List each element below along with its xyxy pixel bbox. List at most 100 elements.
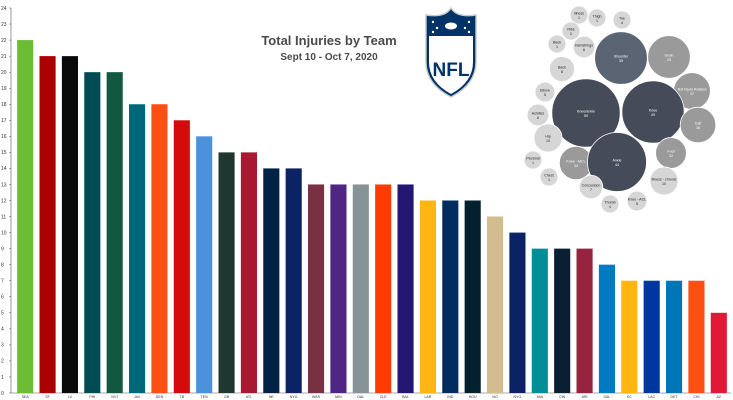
bubble-label: Knee - ACL (628, 198, 646, 202)
bubble-label: Pectoral (526, 157, 539, 161)
bubble-label: Back (558, 66, 566, 70)
x-tick-label: NYJ (111, 395, 118, 399)
bubble-value: 6 (583, 48, 585, 52)
x-tick-label: TEN (201, 395, 209, 399)
bubble (647, 35, 691, 79)
bubble (534, 81, 556, 103)
bar (397, 184, 414, 393)
bubble-value: 1 (548, 178, 550, 182)
bar (61, 56, 78, 393)
y-tick-label: 14 (1, 166, 7, 172)
bubble-label: Ribs (567, 28, 574, 32)
bar (196, 136, 213, 394)
bar (621, 280, 638, 393)
bubble (587, 8, 607, 28)
y-tick-label: 12 (1, 198, 7, 204)
bubble-value: 10 (662, 182, 666, 186)
x-tick-label: LAR (424, 395, 431, 399)
y-tick-label: 16 (1, 134, 7, 140)
x-tick-label: CLE (380, 395, 388, 399)
y-tick-label: 5 (1, 311, 4, 317)
bar (263, 168, 280, 393)
y-tick-label: 20 (1, 70, 7, 76)
x-tick-label: JAX (134, 395, 141, 399)
bubble-value: 1 (532, 161, 534, 165)
x-tick-label: LAC (648, 395, 655, 399)
bar (375, 184, 392, 393)
x-tick-label: DET (670, 395, 678, 399)
bar (531, 248, 548, 393)
bubble (539, 167, 559, 187)
x-tick-label: AZ (717, 395, 722, 399)
y-tick-label: 18 (1, 102, 7, 108)
bubble (572, 35, 596, 59)
nfl-logo-text: NFL (433, 60, 470, 81)
bar-series (17, 40, 727, 394)
bar (285, 168, 302, 393)
bubble (569, 5, 589, 25)
bar (173, 120, 190, 394)
bubble-label: Back (553, 41, 561, 45)
bubble (561, 21, 581, 41)
bubble-label: Ankle (613, 159, 622, 163)
y-tick-label: 2 (1, 359, 4, 365)
bubble-label: Illness (574, 12, 584, 16)
x-tick-label: ARI (582, 395, 588, 399)
bubble-label: Groin (665, 54, 674, 58)
bubble-label: Thigh (593, 15, 602, 19)
bubble-value: 5 (636, 202, 638, 206)
bubble-label: Elbow (540, 89, 550, 93)
bubble-value: 59 (584, 114, 588, 118)
bubble (649, 166, 679, 196)
y-tick-label: 8 (1, 262, 4, 268)
y-tick-label: 0 (1, 391, 4, 397)
bubble-label: Toe (619, 17, 625, 21)
nfl-logo: NFL (425, 6, 477, 98)
bar (643, 280, 660, 393)
x-tick-label: SF (45, 395, 50, 399)
y-tick-label: 11 (1, 214, 6, 220)
bar (151, 104, 168, 393)
bar-chart: 0123456789101112131415161718192021222324… (1, 6, 731, 399)
bar (464, 200, 481, 393)
x-tick-label: ATL (246, 395, 252, 399)
y-tick-label: 7 (1, 279, 4, 285)
y-tick-label: 17 (1, 118, 7, 124)
bar (84, 72, 101, 394)
y-tick-label: 3 (1, 343, 4, 349)
x-tick-label: BAL (402, 395, 409, 399)
bubble-value: 44 (615, 163, 619, 167)
stars-icon (431, 20, 471, 34)
bubble (547, 34, 567, 54)
y-tick-label: 23 (1, 22, 7, 28)
x-tick-label: DAL (603, 395, 610, 399)
bar (106, 72, 123, 394)
bubble-label: Hamstrings (575, 44, 593, 48)
bubble-label: Knee/ankle (577, 110, 595, 114)
bar (598, 264, 615, 393)
bubble-label: Foot (667, 150, 674, 154)
bubble (523, 150, 543, 170)
bubble-value: 4 (621, 21, 623, 25)
bubble (526, 103, 550, 127)
bar (487, 216, 504, 393)
bubble-value: 14 (574, 164, 578, 168)
bubble-value: 16 (696, 126, 700, 130)
y-tick-label: 24 (1, 6, 7, 12)
bar (442, 200, 459, 393)
bubble-label: Calf (695, 122, 701, 126)
bubble (679, 106, 717, 144)
bubble-label: Achilles (532, 112, 545, 116)
x-tick-label: NO (492, 395, 498, 399)
bar (17, 40, 34, 393)
bar (330, 184, 347, 393)
bubble-label: Knee - MCL (566, 160, 585, 164)
bar (688, 280, 705, 393)
football-icon (445, 22, 457, 30)
x-tick-label: LV (68, 395, 73, 399)
x-tick-label: CHI (693, 395, 699, 399)
bubble-value: 35 (619, 59, 623, 63)
x-tick-label: WAS (312, 395, 321, 399)
